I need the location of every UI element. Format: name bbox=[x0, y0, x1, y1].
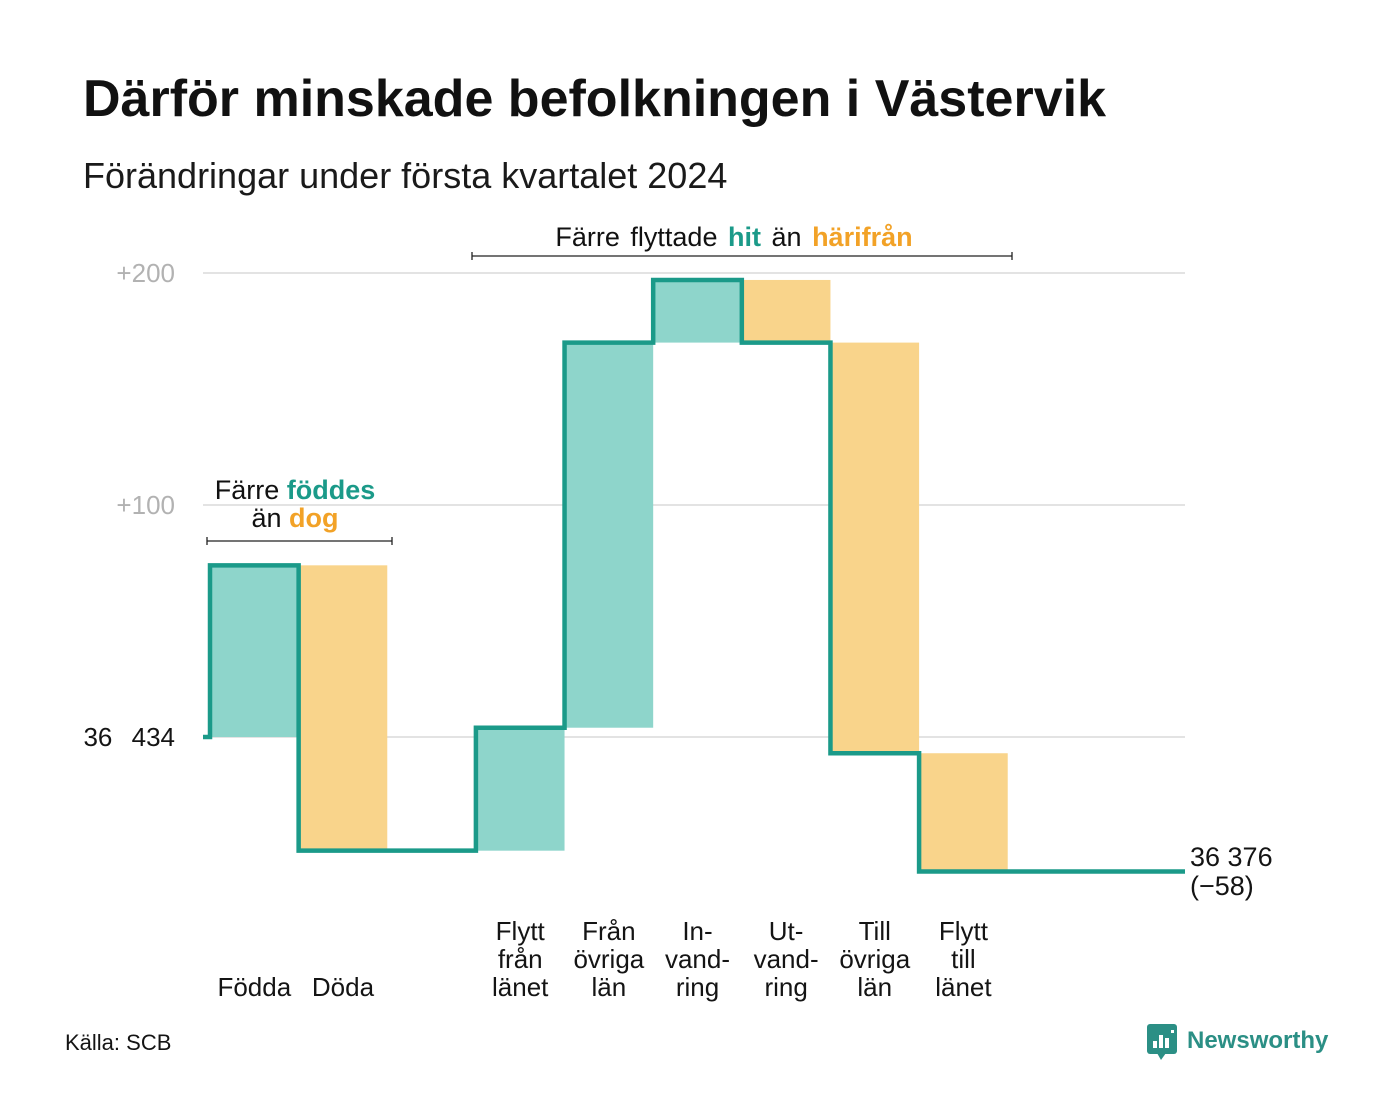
x-tick-label-flytt-till-lanet: Flytt till länet bbox=[908, 917, 1018, 1001]
chart-title: Därför minskade befolkningen i Västervik bbox=[83, 70, 1106, 128]
annotation-line: Färre föddes bbox=[175, 476, 415, 504]
annotation-word: Färre bbox=[214, 475, 280, 505]
annotation-word: Färre flyttade bbox=[555, 222, 718, 252]
bar-flytt-fran-lanet bbox=[475, 727, 565, 851]
x-tick-label-flytt-fran-lanet: Flytt från länet bbox=[465, 917, 575, 1001]
annotation-births-deaths: Färre föddes än dog bbox=[175, 476, 415, 532]
x-tick-label-line: länet bbox=[492, 972, 549, 1002]
x-tick-label-invandring: In- vand- ring bbox=[643, 917, 753, 1001]
x-tick-label-till-ovriga-lan: Till övriga län bbox=[820, 917, 930, 1001]
x-tick-label-line: vand- bbox=[664, 944, 731, 974]
source-label: Källa: SCB bbox=[65, 1030, 172, 1055]
brand-logo: Newsworthy bbox=[1145, 1020, 1328, 1062]
x-tick-label-line: Från bbox=[582, 916, 636, 946]
x-tick-label-fran-ovriga-lan: Från övriga län bbox=[554, 917, 664, 1001]
newsworthy-logo-icon bbox=[1147, 1024, 1177, 1060]
x-tick-label-line: In- bbox=[682, 916, 713, 946]
bar-flytt-till-lanet bbox=[919, 753, 1008, 872]
x-tick-label-line: vand- bbox=[753, 944, 819, 974]
chart-subtitle: Förändringar under första kvartalet 2024 bbox=[83, 155, 728, 196]
x-tick-label-line: Döda bbox=[311, 972, 375, 1002]
x-tick-label-line: Flytt bbox=[495, 916, 545, 946]
annotation-highlight-died: dog bbox=[289, 503, 339, 533]
bar-fran-ovriga-lan bbox=[564, 342, 654, 728]
end-value-label: 36 376 bbox=[1190, 841, 1273, 872]
annotation-line: än dog bbox=[175, 504, 415, 532]
annotation-migration: Färre flyttade hit än härifrån bbox=[504, 223, 964, 251]
annotation-highlight-from-here: härifrån bbox=[812, 222, 913, 252]
x-tick-label-line: Till bbox=[858, 916, 891, 946]
x-tick-label-utvandring: Ut- vand- ring bbox=[731, 917, 841, 1001]
annotation-highlight-born: föddes bbox=[286, 475, 376, 505]
bar-utvandring bbox=[741, 279, 831, 343]
x-tick-label-line: till bbox=[951, 944, 976, 974]
x-tick-label-line: övriga bbox=[839, 944, 911, 974]
x-tick-label-line: län bbox=[591, 972, 627, 1002]
bars bbox=[210, 279, 1008, 872]
x-tick-label-line: län bbox=[857, 972, 893, 1002]
annotation-word: än bbox=[251, 503, 282, 533]
end-value-labels: 36 376 (−58) bbox=[1190, 841, 1273, 901]
x-tick-label-line: länet bbox=[935, 972, 992, 1002]
x-tick-label-doda: Döda bbox=[288, 973, 398, 1001]
x-tick-label-fodda: Födda bbox=[199, 973, 309, 1001]
bar-invandring bbox=[653, 279, 742, 343]
end-change-label: (−58) bbox=[1190, 870, 1254, 901]
y-tick-label-plus-100: +100 bbox=[116, 490, 175, 520]
x-tick-label-line: Flytt bbox=[938, 916, 988, 946]
bracket-births-deaths bbox=[206, 537, 393, 545]
y-tick-label-baseline: 36 434 bbox=[83, 722, 175, 752]
x-tick-label-line: Födda bbox=[217, 972, 292, 1002]
bar-fodda bbox=[210, 565, 299, 737]
x-tick-label-line: från bbox=[497, 944, 543, 974]
annotation-word: än bbox=[771, 222, 802, 252]
x-tick-label-line: ring bbox=[675, 972, 720, 1002]
bracket-migration bbox=[471, 252, 1013, 260]
annotation-line: Färre flyttade hit än härifrån bbox=[504, 223, 964, 251]
x-tick-label-line: ring bbox=[764, 972, 808, 1002]
x-tick-label-line: Ut- bbox=[768, 916, 804, 946]
x-tick-label-line: övriga bbox=[573, 944, 645, 974]
bar-doda bbox=[298, 565, 388, 851]
cumulative-population-line bbox=[203, 277, 1185, 874]
y-tick-label-plus-200: +200 bbox=[116, 258, 175, 288]
brand-name: Newsworthy bbox=[1187, 1027, 1329, 1054]
annotation-highlight-here: hit bbox=[727, 222, 761, 252]
bar-till-ovriga-lan bbox=[830, 342, 920, 754]
